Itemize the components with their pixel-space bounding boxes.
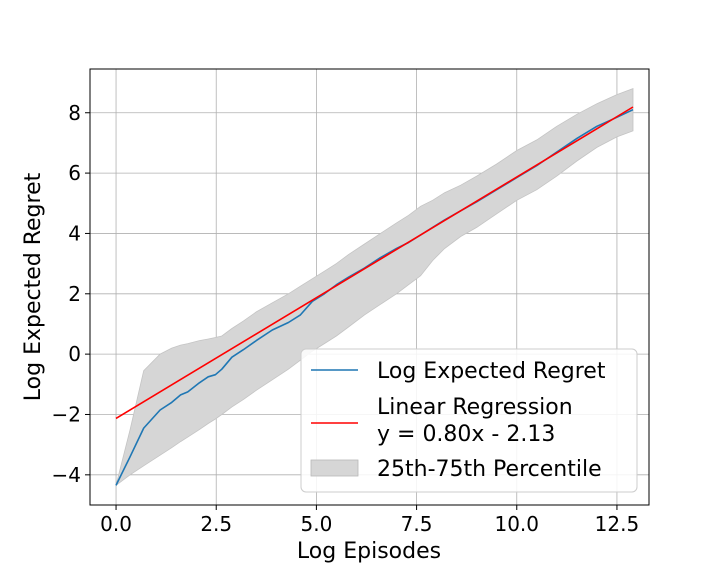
legend-regression-label: Linear Regression xyxy=(377,395,573,420)
legend-percentile-label: 25th-75th Percentile xyxy=(377,457,602,482)
legend-box xyxy=(300,348,638,493)
x-axis-label: Log Episodes xyxy=(297,539,441,564)
y-tick-label: 8 xyxy=(68,101,81,125)
legend-percentile-swatch xyxy=(310,459,359,477)
y-tick-label: 4 xyxy=(68,221,81,245)
x-tick-label: 10.0 xyxy=(494,512,539,536)
plot-frame xyxy=(89,68,650,506)
x-axis-ticks: 0.0 2.5 5.0 7.5 10.0 12.5 xyxy=(100,505,639,536)
y-tick-label: 0 xyxy=(68,342,81,366)
y-tick-label: −4 xyxy=(52,463,81,487)
y-tick-label: 2 xyxy=(68,282,81,306)
legend-regret-label: Log Expected Regret xyxy=(377,359,606,384)
legend-regression-equation: y = 0.80x - 2.13 xyxy=(377,422,555,447)
y-axis-label: Log Expected Regret xyxy=(21,172,46,401)
x-tick-label: 7.5 xyxy=(401,512,433,536)
series-line-layer xyxy=(115,106,634,486)
y-tick-label: 6 xyxy=(68,161,81,185)
y-tick-label: −2 xyxy=(52,402,81,426)
x-tick-label: 5.0 xyxy=(300,512,332,536)
x-tick-label: 0.0 xyxy=(100,512,132,536)
regression-line xyxy=(115,106,634,420)
x-tick-label: 2.5 xyxy=(200,512,232,536)
y-axis-ticks: −4 −2 0 2 4 6 8 xyxy=(52,101,90,487)
x-tick-label: 12.5 xyxy=(595,512,640,536)
legend: Log Expected Regret Linear Regression y … xyxy=(300,348,638,493)
